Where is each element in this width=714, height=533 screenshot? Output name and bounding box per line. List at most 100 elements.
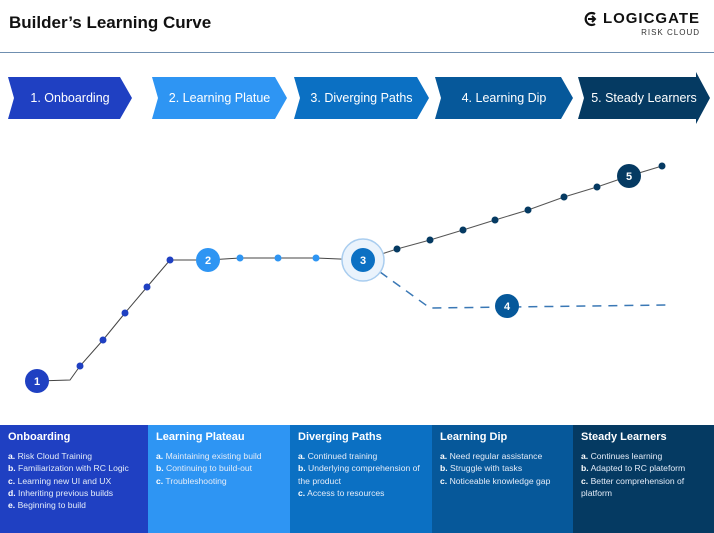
item-text: Beginning to build [17, 500, 86, 511]
panel-item: a. Risk Cloud Training [8, 450, 140, 462]
item-text: Troubleshooting [165, 475, 227, 486]
curve-dot [524, 206, 532, 214]
stage-arrow-1: 1. Onboarding [8, 77, 132, 119]
curve-dot [236, 254, 244, 262]
page-title: Builder’s Learning Curve [9, 13, 212, 32]
panel-item: c. Troubleshooting [156, 475, 282, 487]
panel-learning-plateau: Learning Plateau a. Maintaining existing … [148, 425, 290, 533]
panel-item: b. Adapted to RC plateform [581, 462, 706, 474]
stage-arrow-4: 4. Learning Dip [435, 77, 573, 119]
panel-title: Steady Learners [581, 431, 667, 443]
panel-steady-learners: Steady Learners a. Continues learning b. A… [573, 425, 714, 533]
panel-item: b. Familiarization with RC Logic [8, 462, 140, 474]
item-text: Underlying comprehension of the product [298, 463, 420, 486]
stage-label: 1. Onboarding [30, 91, 110, 105]
item-letter: b. [156, 463, 164, 474]
panel-title: Learning Dip [440, 431, 508, 443]
stage-label: 3. Diverging Paths [310, 91, 413, 105]
panel-item: a. Maintaining existing build [156, 450, 282, 462]
item-letter: e. [8, 500, 16, 511]
item-letter: b. [440, 463, 448, 474]
item-text: Access to resources [307, 487, 385, 498]
panel-item: b. Struggle with tasks [440, 462, 565, 474]
panel-title: Learning Plateau [156, 431, 245, 443]
panel-item: c. Access to resources [298, 487, 424, 499]
header-divider [0, 52, 714, 53]
stage-label: 4. Learning Dip [461, 91, 547, 105]
item-text: Learning new UI and UX [17, 475, 112, 486]
item-letter: c. [298, 487, 306, 498]
curve-dot [166, 256, 174, 264]
panel-item: a. Continues learning [581, 450, 706, 462]
curve-dot [143, 283, 151, 291]
stage-marker-label: 2 [205, 255, 211, 267]
learning-curve-diagram: 1 2 3 4 5 [25, 162, 669, 393]
curve-dot [593, 183, 601, 191]
item-letter: a. [440, 451, 448, 461]
stage-marker-label: 1 [34, 376, 40, 388]
item-text: Continued training [307, 451, 378, 461]
panel-item: c. Better comprehension of platform [581, 475, 706, 500]
stage-marker-label: 4 [504, 301, 511, 313]
curve-dot [426, 236, 434, 244]
panel-item: e. Beginning to build [8, 499, 140, 511]
panel-title: Onboarding [8, 431, 71, 443]
curve-dot [312, 254, 320, 262]
curve-dot [658, 162, 666, 170]
stage-marker-5 [617, 164, 641, 188]
item-letter: b. [581, 463, 589, 474]
item-text: Inheriting previous builds [18, 487, 114, 498]
item-letter: a. [8, 451, 16, 461]
stage-marker-2 [196, 248, 220, 272]
logo-icon [584, 11, 597, 26]
item-text: Continues learning [590, 451, 663, 461]
stage-arrow-3: 3. Diverging Paths [294, 77, 429, 119]
item-text: Need regular assistance [449, 451, 543, 461]
stage-marker-label: 5 [626, 171, 632, 183]
curve-dot [99, 336, 107, 344]
panel-title: Diverging Paths [298, 431, 382, 443]
stage-arrow-2: 2. Learning Platue [152, 77, 287, 119]
item-letter: c. [581, 475, 589, 486]
item-text: Maintaining existing build [165, 451, 262, 461]
item-text: Continuing to build-out [166, 463, 253, 474]
curve-dot [459, 226, 467, 234]
item-text: Adapted to RC plateform [590, 463, 686, 474]
upper-path-line [362, 165, 663, 261]
item-text: Struggle with tasks [450, 463, 523, 474]
logo-name: LOGICGATE [602, 10, 700, 27]
panel-diverging-paths: Diverging Paths a. Continued training b. U… [290, 425, 432, 533]
item-letter: b. [298, 463, 306, 474]
stage-label: 2. Learning Platue [168, 91, 271, 105]
panel-item: b. Underlying comprehension of the produ… [298, 462, 424, 487]
curve-dot [491, 216, 499, 224]
stage-marker-3 [351, 248, 375, 272]
item-text: Familiarization with RC Logic [18, 463, 129, 474]
item-text: Risk Cloud Training [17, 451, 93, 461]
curve-dot [560, 193, 568, 201]
item-letter: d. [8, 487, 16, 498]
item-letter: c. [440, 475, 448, 486]
panel-item: a. Continued training [298, 450, 424, 462]
dip-path-dashed-line [379, 271, 669, 309]
item-letter: a. [156, 451, 164, 461]
item-letter: b. [8, 463, 16, 474]
stage-label: 5. Steady Learners [591, 91, 697, 105]
stage-marker-1 [25, 369, 49, 393]
curve-dot [76, 362, 84, 370]
curve-dot [274, 254, 282, 262]
stage-arrow-5: 5. Steady Learners [578, 72, 710, 124]
panel-learning-dip: Learning Dip a. Need regular assistance b.… [432, 425, 573, 533]
logo-sub: RISK CLOUD [641, 28, 700, 37]
curve-dot [393, 245, 401, 253]
panel-item: c. Noticeable knowledge gap [440, 475, 565, 487]
stage-marker-4 [495, 294, 519, 318]
item-letter: c. [8, 475, 16, 486]
item-letter: c. [156, 475, 164, 486]
item-letter: a. [298, 451, 306, 461]
item-text: Better comprehension of platform [581, 475, 685, 498]
logicgate-logo: LOGICGATE RISK CLOUD [583, 10, 700, 37]
item-text: Noticeable knowledge gap [449, 475, 551, 486]
stage-marker-label: 3 [360, 255, 366, 267]
curve-line [36, 257, 364, 382]
